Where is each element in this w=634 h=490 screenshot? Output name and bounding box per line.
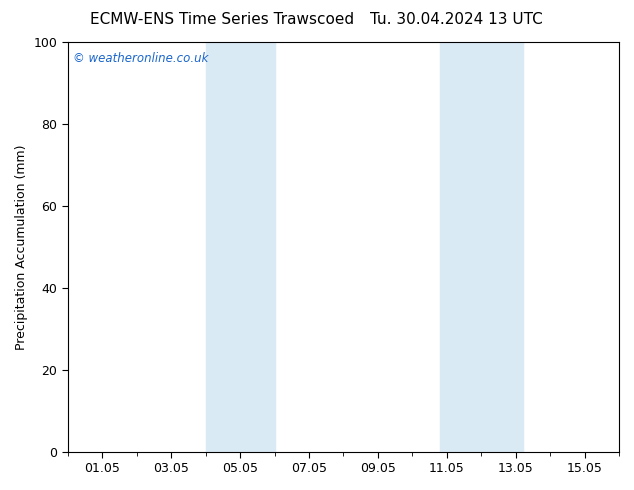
Text: © weatheronline.co.uk: © weatheronline.co.uk	[74, 52, 209, 65]
Y-axis label: Precipitation Accumulation (mm): Precipitation Accumulation (mm)	[15, 144, 28, 349]
Text: ECMW-ENS Time Series Trawscoed: ECMW-ENS Time Series Trawscoed	[90, 12, 354, 27]
Text: Tu. 30.04.2024 13 UTC: Tu. 30.04.2024 13 UTC	[370, 12, 543, 27]
Bar	[205, 42, 275, 452]
Bar	[440, 42, 522, 452]
